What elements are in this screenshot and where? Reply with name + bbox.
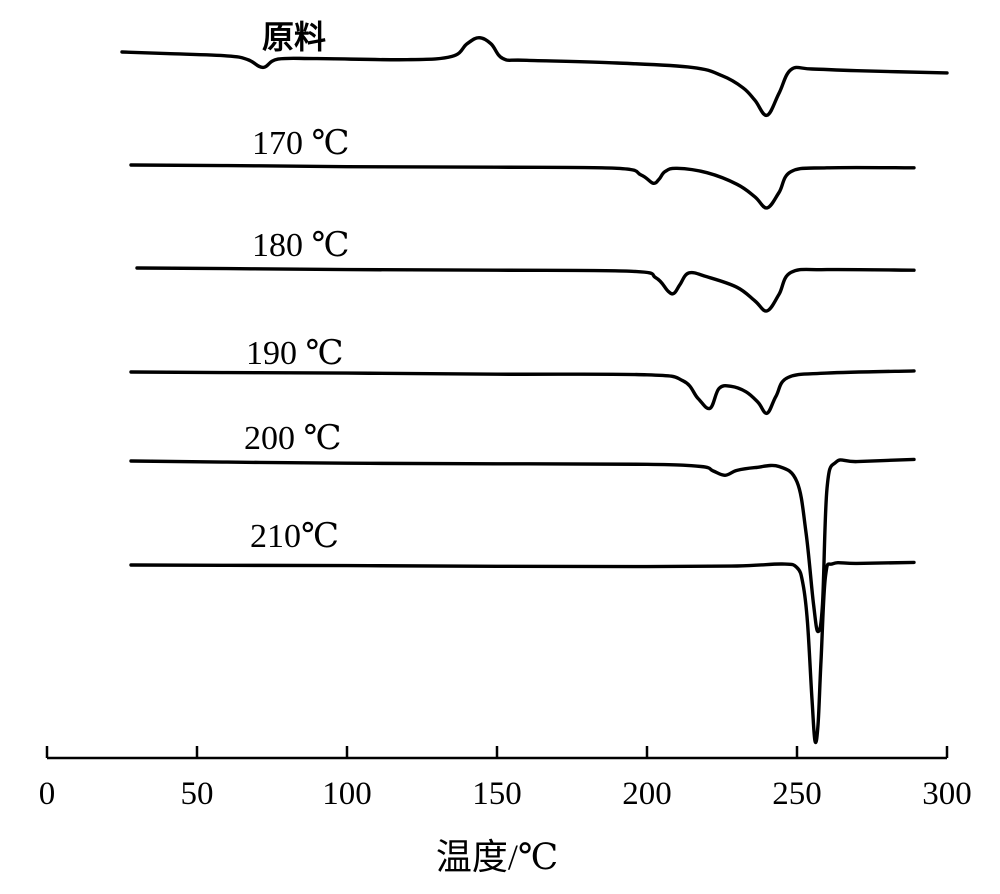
- curve-label-6: 210℃: [250, 518, 339, 555]
- curve-label-3: 180 ℃: [252, 227, 350, 264]
- x-tick-label-50: 50: [181, 776, 214, 812]
- curve-2: [129, 163, 916, 210]
- curve-5: [129, 457, 916, 634]
- x-tick-label-150: 150: [472, 776, 522, 812]
- curve-label-2: 170 ℃: [252, 125, 350, 162]
- curve-3: [135, 266, 916, 313]
- curve-label-5: 200 ℃: [244, 420, 342, 457]
- curve-6: [129, 560, 916, 745]
- curve-labels-group: 原料 170 ℃ 180 ℃ 190 ℃ 200 ℃ 210℃: [244, 18, 350, 555]
- x-axis-ticks: 0 50 100 150 200 250 300: [39, 746, 972, 812]
- curve-4: [129, 369, 916, 416]
- curve-1: [120, 36, 949, 118]
- curve-label-1: 原料: [262, 18, 326, 56]
- x-tick-label-100: 100: [322, 776, 372, 812]
- x-tick-label-300: 300: [922, 776, 972, 812]
- curves-group: [120, 36, 949, 745]
- x-tick-label-200: 200: [622, 776, 672, 812]
- x-tick-label-0: 0: [39, 776, 56, 812]
- x-axis-title: 温度/℃: [436, 837, 558, 877]
- curve-label-4: 190 ℃: [246, 335, 344, 372]
- x-tick-label-250: 250: [772, 776, 822, 812]
